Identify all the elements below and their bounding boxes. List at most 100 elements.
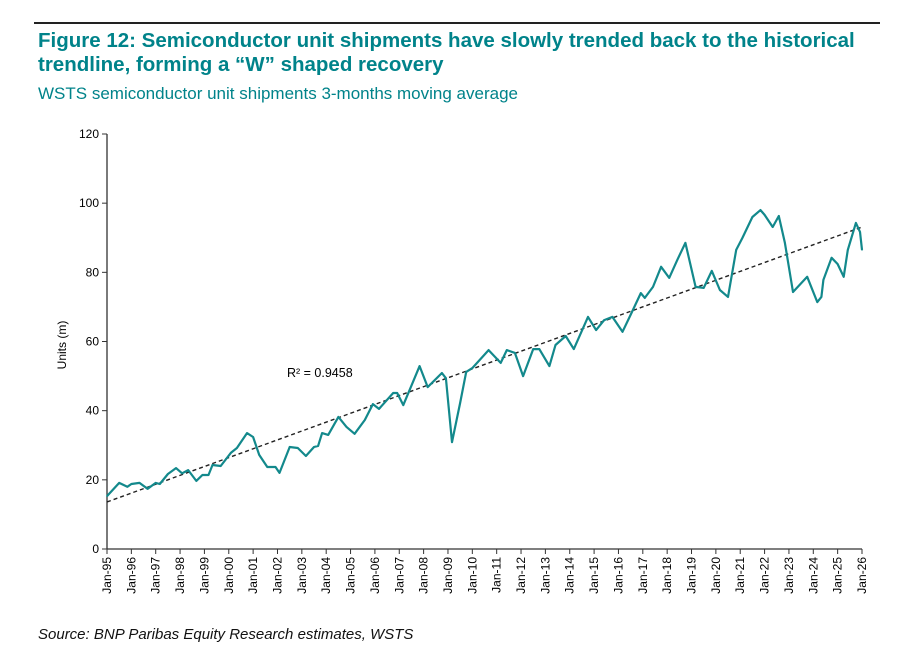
x-tick-label: Jan-95 — [100, 557, 114, 594]
axes: 0 20 40 60 80 100 120 Jan-95 Jan-96 Jan-97 Jan-98 J… — [79, 127, 869, 594]
x-tick-label: Jan-24 — [806, 557, 820, 594]
data-point — [564, 335, 567, 337]
data-point — [378, 408, 380, 410]
data-point — [629, 314, 632, 316]
data-point — [639, 292, 642, 294]
x-tick-label: Jan-09 — [441, 557, 455, 594]
data-point — [694, 286, 697, 288]
x-tick-label: Jan-13 — [538, 557, 552, 594]
data-point — [522, 375, 524, 377]
data-point — [353, 433, 356, 435]
data-point — [514, 352, 516, 354]
data-point — [402, 404, 405, 406]
x-tick-label: Jan-10 — [465, 557, 479, 594]
data-point — [138, 482, 141, 484]
data-point — [763, 214, 766, 216]
data-point — [230, 452, 232, 454]
data-point — [337, 416, 340, 418]
trendline — [106, 226, 863, 503]
data-point — [126, 485, 129, 488]
data-point — [759, 209, 762, 211]
data-point — [345, 426, 348, 428]
data-point — [154, 482, 157, 484]
x-tick-label: Jan-01 — [246, 557, 260, 594]
data-point — [548, 365, 551, 367]
data-point — [784, 242, 786, 244]
r-squared-annotation: R² = 0.9458 — [287, 366, 353, 380]
data-point — [288, 446, 291, 448]
data-point — [861, 249, 863, 251]
figure-subtitle: WSTS semiconductor unit shipments 3-mont… — [38, 84, 518, 103]
x-tick-label: Jan-05 — [344, 557, 358, 594]
data-point — [719, 289, 721, 291]
data-point — [587, 316, 589, 318]
source-note: Source: BNP Paribas Equity Research esti… — [38, 626, 414, 643]
data-point — [621, 331, 624, 333]
x-tick-label: Jan-15 — [587, 557, 601, 594]
x-tick-label: Jan-97 — [149, 557, 163, 594]
data-point — [660, 266, 662, 268]
data-point — [684, 242, 687, 244]
data-point — [471, 367, 474, 369]
data-point — [595, 329, 597, 331]
x-tick-label: Jan-19 — [685, 557, 699, 594]
data-point — [499, 362, 502, 364]
x-tick-label: Jan-21 — [733, 557, 747, 594]
y-tick-label: 80 — [86, 265, 100, 279]
data-point — [445, 377, 447, 379]
data-point — [321, 432, 323, 434]
data-point — [146, 488, 149, 490]
x-tick-label: Jan-25 — [831, 557, 845, 594]
data-point — [363, 419, 366, 421]
data-point — [836, 263, 839, 265]
x-tick-label: Jan-99 — [197, 557, 211, 594]
data-point — [246, 432, 248, 434]
data-point — [822, 279, 825, 281]
data-point — [201, 474, 204, 476]
data-point — [418, 365, 421, 367]
y-axis-label: Units (m) — [55, 321, 69, 370]
y-tick-label: 40 — [86, 404, 100, 418]
data-point — [451, 441, 453, 443]
data-point — [676, 259, 679, 261]
x-tick-label: Jan-04 — [319, 557, 333, 594]
data-point — [130, 483, 133, 485]
data-point — [465, 371, 468, 373]
data-point — [702, 287, 705, 289]
data-point — [611, 316, 614, 318]
data-point — [727, 296, 729, 298]
x-tick-label: Jan-17 — [636, 557, 650, 594]
data-point — [106, 495, 108, 497]
data-point — [441, 372, 443, 374]
data-point — [855, 222, 857, 224]
data-point — [652, 286, 654, 288]
data-point — [274, 466, 277, 468]
y-tick-label: 60 — [86, 335, 100, 349]
data-point — [181, 472, 183, 475]
data-point — [167, 473, 169, 475]
data-point — [317, 445, 319, 447]
x-tick-label: Jan-18 — [660, 557, 674, 594]
data-point — [846, 249, 849, 251]
x-tick-label: Jan-20 — [709, 557, 723, 594]
data-point — [207, 474, 210, 476]
x-tick-label: Jan-96 — [124, 557, 138, 594]
data-point — [603, 319, 606, 321]
figure-title: Figure 12: Semiconductor unit shipments … — [38, 29, 855, 76]
data-point — [538, 348, 541, 350]
data-point — [236, 447, 238, 449]
x-tick-label: Jan-08 — [417, 557, 431, 594]
data-point — [816, 301, 819, 303]
y-tick-label: 100 — [79, 196, 99, 210]
data-point — [305, 455, 307, 457]
data-point — [842, 276, 845, 278]
data-point — [820, 296, 823, 298]
data-point — [252, 436, 254, 438]
data-point — [278, 472, 281, 474]
y-tick-label: 20 — [86, 473, 100, 487]
x-tick-label: Jan-14 — [563, 557, 577, 594]
data-point — [741, 237, 744, 239]
x-tick-label: Jan-02 — [270, 557, 284, 594]
data-point — [777, 215, 780, 217]
data-point — [327, 434, 330, 436]
